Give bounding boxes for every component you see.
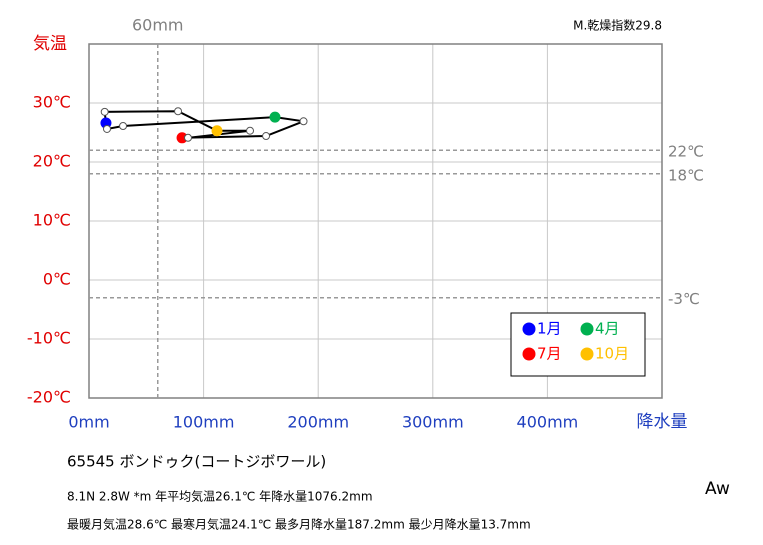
info-line: 最暖月気温28.6℃ 最寒月気温24.1℃ 最多月降水量187.2mm 最少月降…	[67, 517, 531, 532]
month-point	[174, 107, 183, 116]
station: 65545 ボンドゥク(コートジボワール)	[67, 453, 326, 471]
month-point	[262, 132, 271, 141]
month-point	[246, 126, 255, 135]
x-tick-label: 400mm	[517, 413, 579, 432]
plot-frame	[88, 43, 663, 399]
y-tick-label: -10℃	[27, 329, 71, 348]
legend-swatch	[522, 322, 536, 336]
month-point	[119, 122, 128, 131]
month-point	[211, 125, 223, 137]
x-tick-label: 200mm	[287, 413, 349, 432]
x-tick-label: 100mm	[173, 413, 235, 432]
month-point	[184, 133, 193, 142]
reference-label: 22℃	[668, 143, 704, 161]
month-point	[299, 117, 308, 126]
y-tick-label: 20℃	[33, 152, 71, 171]
month-point	[269, 111, 281, 123]
info-line: 8.1N 2.8W *m 年平均気温26.1℃ 年降水量1076.2mm	[67, 489, 373, 504]
legend-box	[510, 312, 646, 377]
reference-label: 18℃	[668, 166, 704, 184]
y-tick-label: 30℃	[33, 93, 71, 112]
legend-swatch	[580, 322, 594, 336]
x-axis-label: 降水量	[637, 412, 688, 432]
month-point	[102, 124, 111, 133]
dryness-index: M.乾燥指数29.8	[573, 18, 662, 33]
legend-label: 10月	[595, 345, 629, 363]
x-tick-label: 300mm	[402, 413, 464, 432]
x-tick-label: 0mm	[68, 413, 109, 432]
legend-swatch	[522, 347, 536, 361]
y-tick-label: 0℃	[43, 270, 71, 289]
reference-label: -3℃	[668, 290, 700, 308]
y-tick-label: -20℃	[27, 388, 71, 407]
legend-swatch	[580, 347, 594, 361]
reference-label: 60mm	[132, 16, 184, 35]
legend-label: 4月	[595, 320, 620, 338]
month-point	[100, 107, 109, 116]
legend-label: 7月	[537, 345, 562, 363]
climate-class: Aw	[705, 479, 730, 499]
legend-label: 1月	[537, 320, 562, 338]
y-axis-label: 気温	[33, 34, 67, 54]
y-tick-label: 10℃	[33, 211, 71, 230]
